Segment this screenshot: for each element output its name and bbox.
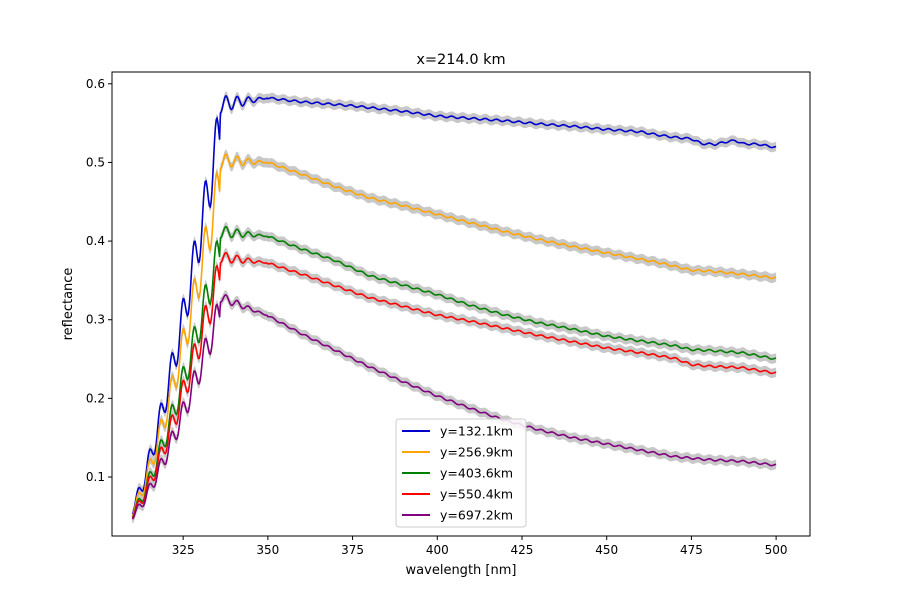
x-tick-label: 350 <box>256 543 279 557</box>
legend-label: y=403.6km <box>440 466 513 481</box>
legend: y=132.1km y=256.9km y=403.6km y=550.4km y=69… <box>395 418 527 528</box>
x-axis-label: wavelength [nm] <box>406 563 517 578</box>
series-lines <box>131 95 777 520</box>
plot-frame <box>111 71 811 537</box>
x-tick-label: 325 <box>172 543 195 557</box>
x-tick-label: 375 <box>341 543 364 557</box>
y-tick-label: 0.2 <box>86 391 105 405</box>
x-axis: 325 350 375 400 425 450 475 500 <box>172 536 788 557</box>
legend-label: y=697.2km <box>440 508 513 523</box>
series-line-3 <box>131 225 777 518</box>
legend-box <box>395 418 527 528</box>
y-tick-label: 0.4 <box>86 234 105 248</box>
y-axis-label: reflectance <box>61 268 76 341</box>
y-tick-label: 0.1 <box>86 470 105 484</box>
legend-label: y=132.1km <box>440 424 513 439</box>
y-tick-label: 0.5 <box>86 155 105 169</box>
x-tick-label: 425 <box>511 543 534 557</box>
x-tick-label: 475 <box>680 543 703 557</box>
x-tick-label: 500 <box>765 543 788 557</box>
series-line-5 <box>131 294 777 520</box>
legend-label: y=550.4km <box>440 487 513 502</box>
chart-title: x=214.0 km <box>416 52 505 68</box>
x-tick-label: 400 <box>426 543 449 557</box>
y-tick-label: 0.3 <box>86 313 105 327</box>
y-axis: 0.1 0.2 0.3 0.4 0.5 0.6 <box>86 77 112 484</box>
y-tick-label: 0.6 <box>86 77 105 91</box>
series-line-1 <box>131 95 777 515</box>
legend-label: y=256.9km <box>440 445 513 460</box>
x-tick-label: 450 <box>595 543 618 557</box>
series-line-4 <box>131 251 777 519</box>
series-line-2 <box>131 153 777 517</box>
